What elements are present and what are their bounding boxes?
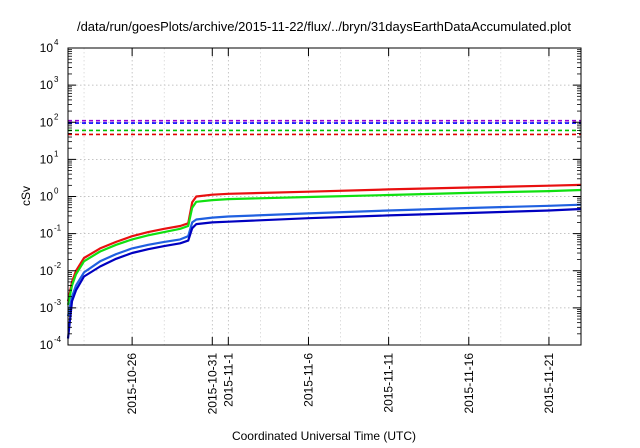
- y-tick-label: 10: [40, 41, 54, 55]
- y-tick-exponent: 3: [54, 75, 59, 84]
- y-tick-base: 10: [40, 301, 54, 315]
- y-tick-base: 10: [40, 227, 54, 241]
- y-tick-exponent: -4: [54, 335, 62, 344]
- y-tick-exponent: -2: [54, 261, 62, 270]
- series-line: [66, 188, 582, 306]
- series-line: [66, 207, 582, 339]
- y-tick-label: 10: [40, 338, 54, 352]
- y-tick-label: 10: [40, 264, 54, 278]
- y-tick-base: 10: [40, 115, 54, 129]
- y-tick-exponent: 4: [54, 38, 59, 47]
- threshold-lines: [68, 119, 581, 136]
- series-group: [66, 183, 582, 339]
- chart-title: /data/run/goesPlots/archive/2015-11-22/f…: [77, 19, 571, 34]
- x-tick-label: 2015-11-11: [382, 353, 396, 413]
- x-tick-label: 2015-11-16: [462, 353, 476, 414]
- x-axis-label: Coordinated Universal Time (UTC): [232, 429, 416, 443]
- y-tick-label: 10: [40, 227, 54, 241]
- y-tick-exponent: 0: [54, 187, 59, 196]
- series-line: [66, 203, 582, 317]
- y-tick-label: 10: [40, 152, 54, 166]
- y-tick-label: 10: [40, 115, 54, 129]
- y-tick-base: 10: [40, 338, 54, 352]
- y-tick-base: 10: [40, 41, 54, 55]
- y-tick-base: 10: [40, 190, 54, 204]
- y-tick-exponent: 1: [54, 149, 59, 158]
- series-line: [66, 183, 582, 302]
- y-tick-exponent: 2: [54, 112, 59, 121]
- x-tick-label: 2015-11-6: [301, 353, 315, 407]
- y-tick-label: 10: [40, 78, 54, 92]
- x-axis: 2015-10-26 2015-10-31 2015-11-1 2015-11-6 20…: [125, 48, 556, 414]
- x-tick-label: 2015-10-31: [205, 353, 219, 415]
- x-tick-label: 2015-11-21: [542, 353, 556, 414]
- y-tick-exponent: -1: [54, 224, 62, 233]
- x-tick-label: 2015-11-1: [221, 353, 235, 407]
- y-tick-label: 10: [40, 190, 54, 204]
- x-tick-label: 2015-10-26: [125, 353, 139, 415]
- y-axis-label: cSv: [19, 186, 33, 206]
- y-tick-base: 10: [40, 264, 54, 278]
- y-tick-base: 10: [40, 78, 54, 92]
- y-tick-base: 10: [40, 152, 54, 166]
- grid: [68, 48, 581, 345]
- y-tick-label: 10: [40, 301, 54, 315]
- y-tick-exponent: -3: [54, 298, 62, 307]
